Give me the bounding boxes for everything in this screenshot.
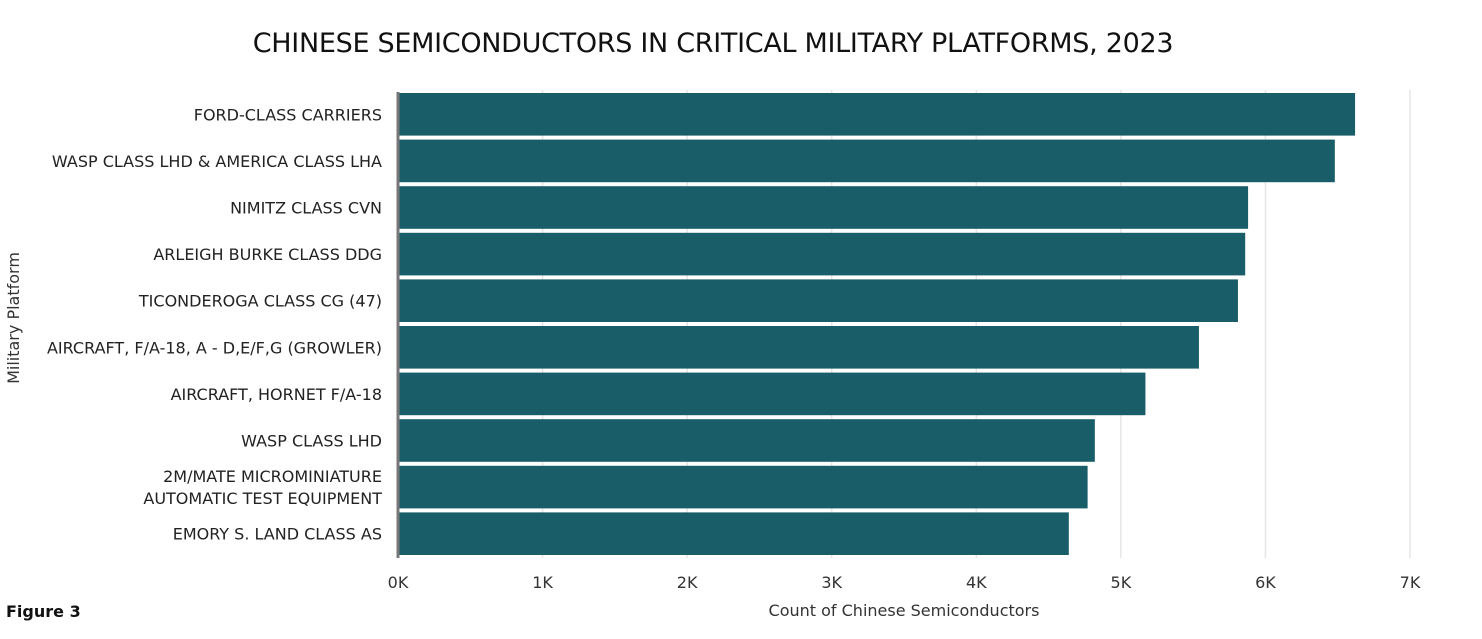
- category-label: AIRCRAFT, HORNET F/A-18: [171, 385, 382, 404]
- bar: [398, 372, 1146, 416]
- x-tick-label: 6K: [1255, 573, 1276, 592]
- x-tick-label: 7K: [1400, 573, 1421, 592]
- figure-label: Figure 3: [6, 602, 81, 621]
- x-tick-label: 1K: [532, 573, 553, 592]
- x-tick-label: 3K: [821, 573, 842, 592]
- y-axis-title: Military Platform: [4, 252, 23, 384]
- bar: [398, 232, 1246, 276]
- bar: [398, 279, 1238, 322]
- bar: [398, 419, 1095, 462]
- category-label: ARLEIGH BURKE CLASS DDG: [153, 245, 382, 264]
- category-label: TICONDEROGA CLASS CG (47): [138, 292, 382, 311]
- bar: [398, 139, 1335, 183]
- category-label: WASP CLASS LHD & AMERICA CLASS LHA: [52, 152, 382, 171]
- bars: [398, 93, 1356, 555]
- x-tick-label: 2K: [677, 573, 698, 592]
- category-label: AIRCRAFT, F/A-18, A - D,E/F,G (GROWLER): [47, 338, 382, 357]
- x-axis-title: Count of Chinese Semiconductors: [769, 601, 1040, 620]
- bar: [398, 186, 1249, 229]
- bar: [398, 465, 1088, 509]
- category-label: FORD-CLASS CARRIERS: [194, 105, 382, 124]
- bar: [398, 512, 1069, 555]
- x-tick-label: 5K: [1111, 573, 1132, 592]
- x-tick-label: 0K: [388, 573, 409, 592]
- x-tick-label: 4K: [966, 573, 987, 592]
- category-label: EMORY S. LAND CLASS AS: [173, 525, 382, 544]
- bar: [398, 326, 1199, 369]
- bar: [398, 93, 1356, 136]
- chart-title: CHINESE SEMICONDUCTORS IN CRITICAL MILIT…: [252, 28, 1174, 59]
- category-label: NIMITZ CLASS CVN: [230, 199, 382, 218]
- category-labels: FORD-CLASS CARRIERS WASP CLASS LHD & AMER…: [47, 105, 382, 543]
- category-label: WASP CLASS LHD: [241, 432, 382, 451]
- x-tick-labels: 0K 1K 2K 3K 4K 5K 6K 7K: [388, 573, 1421, 592]
- category-label: 2M/MATE MICROMINIATURE AUTOMATIC TEST EQU…: [143, 467, 382, 508]
